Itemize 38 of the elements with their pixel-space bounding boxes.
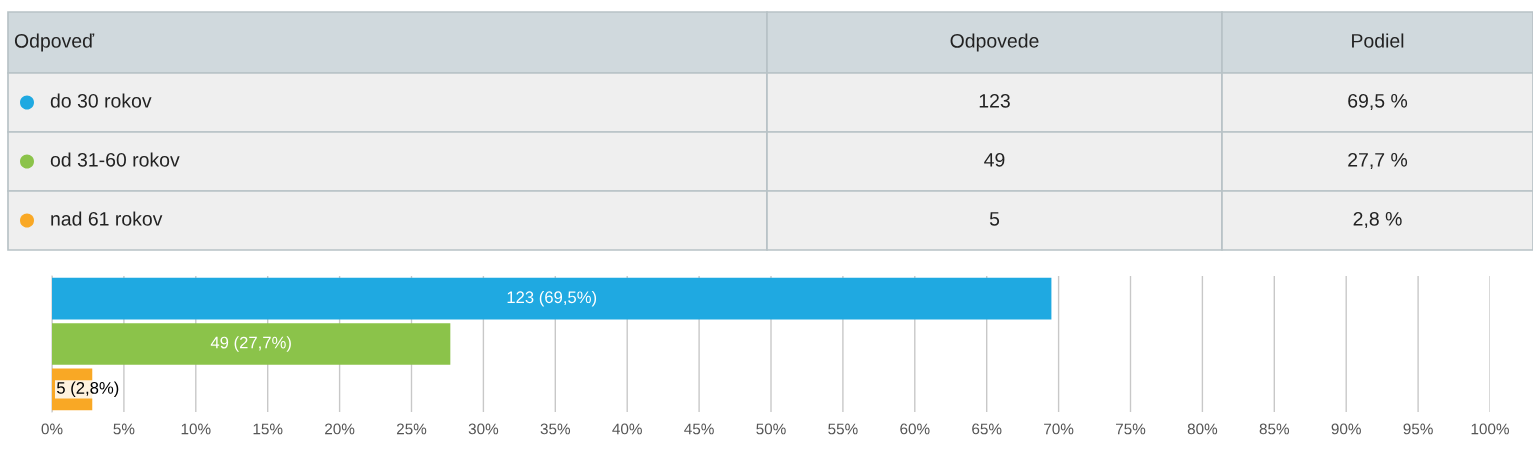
x-tick-label: 20% — [325, 423, 355, 435]
text: do 30 rokov — [50, 93, 152, 108]
x-tick-label: 95% — [1403, 423, 1433, 435]
data-label: 5 (2,8%) — [56, 381, 119, 398]
text: Podiel — [1352, 33, 1404, 48]
x-tick-label: 25% — [396, 423, 427, 435]
bar — [52, 277, 1052, 320]
text: od 31-60 rokov — [50, 152, 180, 167]
x-tick-label: 15% — [253, 423, 283, 435]
text: 69,5 % — [1348, 93, 1408, 111]
x-tick-label: 50% — [756, 423, 786, 435]
x-tick-label: 75% — [1115, 423, 1146, 435]
text: Odpoveď — [14, 33, 95, 52]
x-tick-label: 90% — [1331, 423, 1361, 435]
text: 5 — [989, 212, 1000, 226]
x-tick-label: 0% — [41, 423, 63, 435]
x-tick-label: 85% — [1259, 423, 1290, 435]
text: Odpovede — [950, 33, 1039, 52]
x-tick-label: 60% — [900, 423, 930, 435]
x-tick-label: 45% — [684, 423, 714, 435]
text: 49 — [984, 152, 1005, 167]
text: nad 61 rokov — [51, 211, 163, 226]
text: 2,8 % — [1353, 211, 1402, 229]
x-tick-label: 40% — [612, 423, 642, 435]
x-tick-label: 55% — [828, 423, 858, 435]
x-tick-label: 5% — [113, 423, 135, 435]
x-tick-label: 10% — [181, 423, 211, 435]
x-tick-label: 100% — [1471, 423, 1509, 435]
bar — [52, 323, 451, 365]
x-tick-label: 30% — [468, 423, 499, 435]
text: 123 — [979, 93, 1010, 108]
data-label: 49 (27,7%) — [210, 336, 291, 352]
x-tick-label: 70% — [1044, 423, 1074, 435]
text: 27,7 % — [1348, 152, 1408, 170]
x-tick-label: 80% — [1187, 423, 1218, 435]
x-tick-label: 65% — [972, 423, 1002, 435]
data-label: 123 (69,5%) — [507, 290, 597, 307]
x-tick-label: 35% — [540, 423, 571, 435]
